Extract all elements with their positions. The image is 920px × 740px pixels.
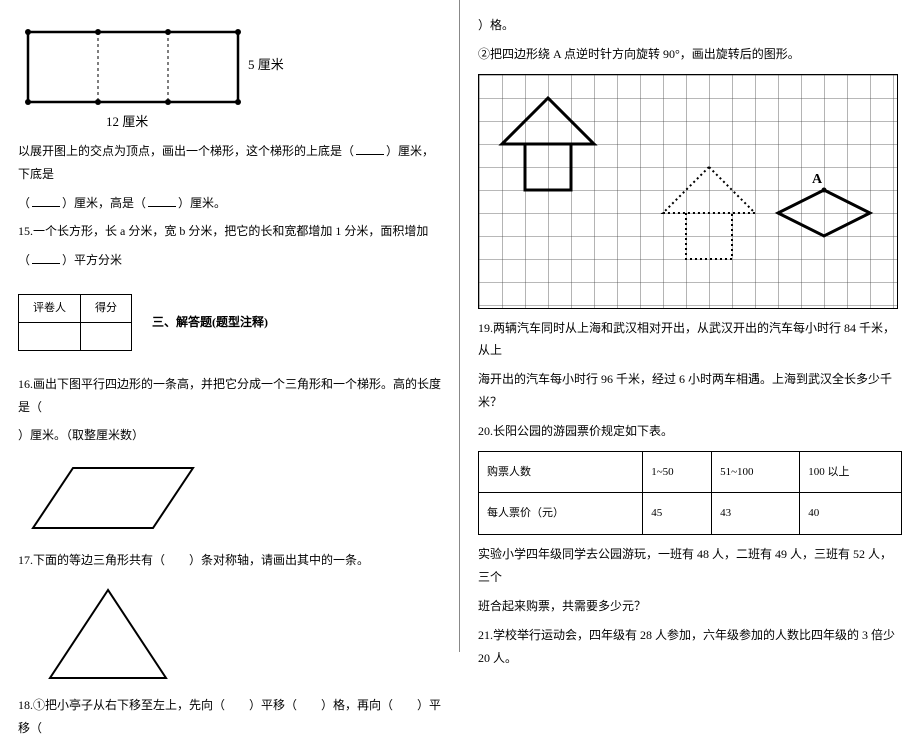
q16-line1: 16.画出下图平行四边形的一条高，并把它分成一个三角形和一个梯形。高的长度是（ (18, 373, 442, 419)
q14-text: 以展开图上的交点为顶点，画出一个梯形，这个梯形的上底是（）厘米，下底是 (18, 140, 442, 186)
q14-blank2[interactable] (32, 195, 60, 207)
q15-2b: ）平方分米 (62, 253, 122, 267)
q18b-line2: ②把四边形绕 A 点逆时针方向旋转 90°，画出旋转后的图形。 (478, 43, 902, 66)
q20-h3: 100 以上 (800, 451, 902, 493)
q20-table: 购票人数 1~50 51~100 100 以上 每人票价（元） 45 43 40 (478, 451, 902, 536)
q19-line2: 海开出的汽车每小时行 96 千米，经过 6 小时两车相遇。上海到武汉全长多少千米… (478, 368, 902, 414)
q14-a: 以展开图上的交点为顶点，画出一个梯形，这个梯形的上底是（ (18, 144, 354, 158)
q18-grid-figure: A (478, 74, 898, 309)
q20-h1: 1~50 (643, 451, 712, 493)
svg-text:A: A (812, 172, 823, 187)
q20-title: 20.长阳公园的游园票价规定如下表。 (478, 420, 902, 443)
q18b-line1: ）格。 (478, 14, 902, 37)
q17-text: 17.下面的等边三角形共有（ ）条对称轴，请画出其中的一条。 (18, 549, 442, 572)
score-table: 评卷人得分 (18, 294, 132, 351)
q20-r2: 43 (712, 493, 800, 535)
q15-line2: （ ）平方分米 (18, 249, 442, 272)
q14-d: ）厘米，高是（ (62, 196, 146, 210)
q16-line2: ）厘米。（取整厘米数） (18, 424, 442, 447)
q21-text: 21.学校举行运动会，四年级有 28 人参加，六年级参加的人数比四年级的 3 倍… (478, 624, 902, 670)
score-cell2[interactable] (81, 322, 132, 350)
q15-blank[interactable] (32, 252, 60, 264)
q17-triangle (18, 578, 198, 688)
q14-e: ）厘米。 (178, 196, 226, 210)
q14-text2: （ ）厘米，高是（ ）厘米。 (18, 192, 442, 215)
q20-r3: 40 (800, 493, 902, 535)
section3-title: 三、解答题(题型注释) (152, 311, 268, 334)
q20-h2: 51~100 (712, 451, 800, 493)
q15-2a: （ (18, 253, 30, 267)
q20-h0: 购票人数 (479, 451, 643, 493)
q14-blank1[interactable] (356, 143, 384, 155)
q20-body1: 实验小学四年级同学去公园游玩，一班有 48 人，二班有 49 人，三班有 52 … (478, 543, 902, 589)
q20-r0: 每人票价（元） (479, 493, 643, 535)
q18-line1: 18.①把小亭子从右下移至左上，先向（ ）平移（ ）格，再向（ ）平移（ (18, 694, 442, 740)
q19-line1: 19.两辆汽车同时从上海和武汉相对开出，从武汉开出的汽车每小时行 84 千米，从… (478, 317, 902, 363)
score-cell1[interactable] (19, 322, 81, 350)
q14-blank3[interactable] (148, 195, 176, 207)
q14-right-label: 5 厘米 (248, 57, 284, 72)
right-column: ）格。 ②把四边形绕 A 点逆时针方向旋转 90°，画出旋转后的图形。 A 19… (460, 0, 920, 652)
q15-line1: 15.一个长方形，长 a 分米，宽 b 分米，把它的长和宽都增加 1 分米，面积… (18, 220, 442, 243)
score-col1: 评卷人 (19, 294, 81, 322)
q14-c: （ (18, 196, 30, 210)
q16-parallelogram (18, 453, 218, 543)
q14-bottom-label: 12 厘米 (106, 114, 148, 129)
q20-body2: 班合起来购票，共需要多少元？ (478, 595, 902, 618)
q20-r1: 45 (643, 493, 712, 535)
q14-rectangle-figure: 5 厘米 12 厘米 (18, 14, 288, 134)
left-column: 5 厘米 12 厘米 以展开图上的交点为顶点，画出一个梯形，这个梯形的上底是（）… (0, 0, 460, 652)
score-col2: 得分 (81, 294, 132, 322)
